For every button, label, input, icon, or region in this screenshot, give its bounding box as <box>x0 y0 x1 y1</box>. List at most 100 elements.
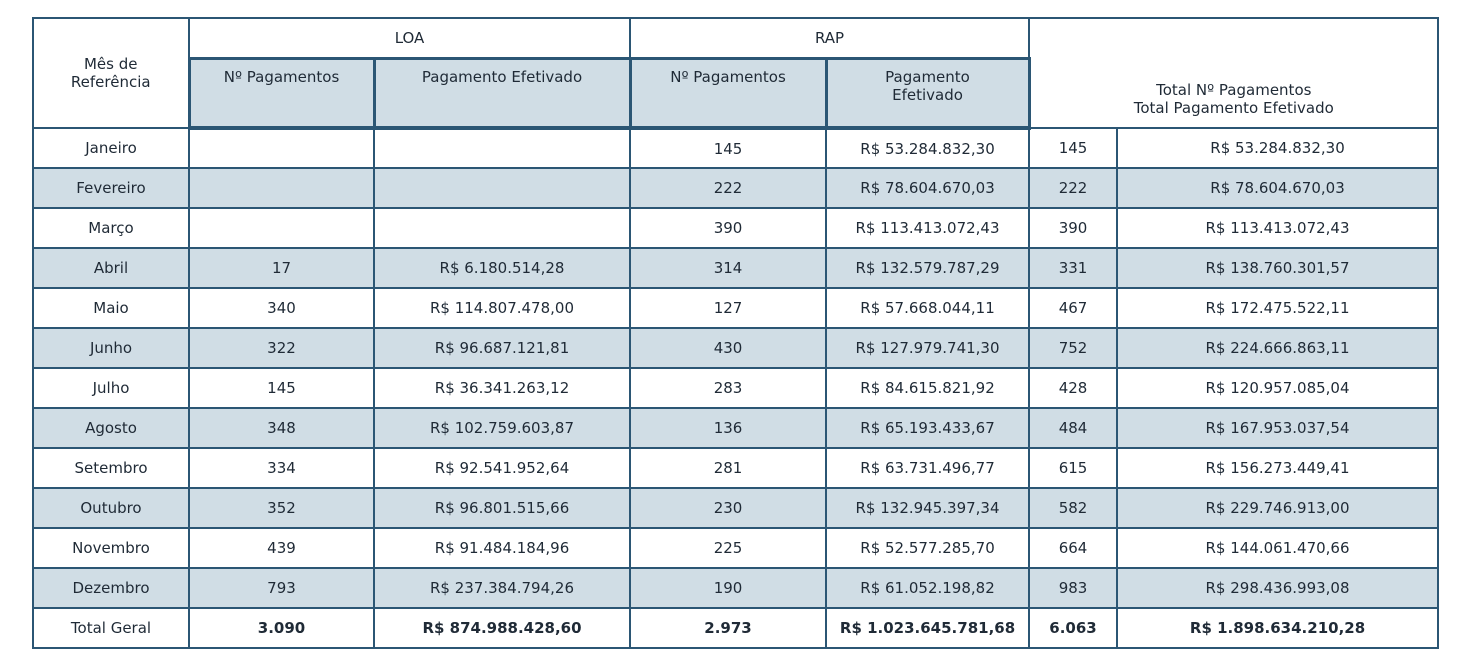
loa-count-cell: 145 <box>188 367 375 409</box>
rap-count-cell: 225 <box>629 527 828 569</box>
rap-paid-cell: R$ 57.668.044,11 <box>825 287 1031 329</box>
total-count-cell: 664 <box>1028 527 1119 569</box>
table-row: Dezembro 793 R$ 237.384.794,26 190 R$ 61… <box>32 567 1440 609</box>
month-cell: Outubro <box>32 487 190 529</box>
total-paid-cell: R$ 78.604.670,03 <box>1116 167 1440 209</box>
total-loa-paid-cell: R$ 874.988.428,60 <box>372 607 632 649</box>
rap-count-cell: 127 <box>629 287 828 329</box>
total-header: Total Nº Pagamentos Total Pagamento Efet… <box>1028 17 1440 129</box>
rap-count-cell: 281 <box>629 447 828 489</box>
loa-paid-cell: R$ 96.801.515,66 <box>372 487 632 529</box>
rap-paid-header-line-2: Efetivado <box>892 86 963 104</box>
rap-count-cell: 230 <box>629 487 828 529</box>
total-header-line-2: Total Pagamento Efetivado <box>1133 99 1334 117</box>
rap-count-header: Nº Pagamentos <box>628 57 828 130</box>
month-cell: Maio <box>32 287 190 329</box>
rap-count-cell: 283 <box>629 367 828 409</box>
table-row: Agosto 348 R$ 102.759.603,87 136 R$ 65.1… <box>32 407 1440 449</box>
month-cell: Março <box>32 207 190 249</box>
rap-paid-cell: R$ 127.979.741,30 <box>825 327 1031 369</box>
total-paid-cell: R$ 144.061.470,66 <box>1116 527 1440 569</box>
rap-paid-cell: R$ 84.615.821,92 <box>825 367 1031 409</box>
month-cell: Fevereiro <box>32 167 190 209</box>
payments-table: Mês de Referência LOA RAP Total Nº Pagam… <box>32 17 1440 649</box>
rap-count-cell: 430 <box>629 327 828 369</box>
month-cell: Junho <box>32 327 190 369</box>
total-paid-cell: R$ 229.746.913,00 <box>1116 487 1440 529</box>
total-paid-cell: R$ 138.760.301,57 <box>1116 247 1440 289</box>
rap-count-cell: 145 <box>629 127 828 169</box>
total-paid-cell: R$ 167.953.037,54 <box>1116 407 1440 449</box>
total-label-cell: Total Geral <box>32 607 190 649</box>
rap-paid-cell: R$ 65.193.433,67 <box>825 407 1031 449</box>
month-cell: Dezembro <box>32 567 190 609</box>
total-count-cell: 983 <box>1028 567 1119 609</box>
table-row: Fevereiro 222 R$ 78.604.670,03 222 R$ 78… <box>32 167 1440 209</box>
loa-paid-cell: R$ 36.341.263,12 <box>372 367 632 409</box>
loa-group-header: LOA <box>187 17 632 60</box>
rap-count-cell: 390 <box>629 207 828 249</box>
total-paid-cell: R$ 156.273.449,41 <box>1116 447 1440 489</box>
loa-count-cell: 340 <box>188 287 375 329</box>
rap-paid-cell: R$ 78.604.670,03 <box>825 167 1031 209</box>
rap-count-cell: 314 <box>629 247 828 289</box>
loa-paid-cell: R$ 91.484.184,96 <box>372 527 632 569</box>
total-count-cell: 467 <box>1028 287 1119 329</box>
rap-group-header: RAP <box>629 17 1031 60</box>
total-paid-cell: R$ 53.284.832,30 <box>1116 127 1440 169</box>
loa-count-cell: 17 <box>188 247 375 289</box>
table-row: Julho 145 R$ 36.341.263,12 283 R$ 84.615… <box>32 367 1440 409</box>
table-row: Maio 340 R$ 114.807.478,00 127 R$ 57.668… <box>32 287 1440 329</box>
total-rap-paid-cell: R$ 1.023.645.781,68 <box>825 607 1031 649</box>
month-cell: Agosto <box>32 407 190 449</box>
loa-count-cell: 352 <box>188 487 375 529</box>
loa-count-cell: 348 <box>188 407 375 449</box>
rap-paid-cell: R$ 132.945.397,34 <box>825 487 1031 529</box>
rap-paid-cell: R$ 63.731.496,77 <box>825 447 1031 489</box>
month-header-line-1: Mês de <box>83 55 138 73</box>
loa-count-cell <box>188 127 375 169</box>
loa-paid-header: Pagamento Efetivado <box>372 57 632 130</box>
loa-count-cell <box>188 207 375 249</box>
total-paid-cell: R$ 172.475.522,11 <box>1116 287 1440 329</box>
rap-paid-cell: R$ 53.284.832,30 <box>825 127 1031 169</box>
total-paid-cell: R$ 120.957.085,04 <box>1116 367 1440 409</box>
loa-count-cell: 334 <box>188 447 375 489</box>
table-row: Janeiro 145 R$ 53.284.832,30 145 R$ 53.2… <box>32 127 1440 169</box>
loa-paid-cell: R$ 6.180.514,28 <box>372 247 632 289</box>
total-count-cell: 222 <box>1028 167 1119 209</box>
total-count-cell: 582 <box>1028 487 1119 529</box>
month-cell: Julho <box>32 367 190 409</box>
loa-paid-cell: R$ 237.384.794,26 <box>372 567 632 609</box>
loa-paid-cell <box>372 167 632 209</box>
total-count-cell: 145 <box>1028 127 1119 169</box>
total-count-cell: 428 <box>1028 367 1119 409</box>
rap-paid-header-line-1: Pagamento <box>885 68 970 86</box>
loa-paid-cell: R$ 114.807.478,00 <box>372 287 632 329</box>
loa-paid-cell: R$ 102.759.603,87 <box>372 407 632 449</box>
total-count-cell: 331 <box>1028 247 1119 289</box>
month-header: Mês de Referência <box>32 17 190 129</box>
rap-paid-cell: R$ 61.052.198,82 <box>825 567 1031 609</box>
table-row: Junho 322 R$ 96.687.121,81 430 R$ 127.97… <box>32 327 1440 369</box>
month-cell: Novembro <box>32 527 190 569</box>
table-row: Setembro 334 R$ 92.541.952,64 281 R$ 63.… <box>32 447 1440 489</box>
loa-paid-cell: R$ 96.687.121,81 <box>372 327 632 369</box>
total-count-cell: 615 <box>1028 447 1119 489</box>
rap-count-cell: 136 <box>629 407 828 449</box>
total-paid-cell: R$ 298.436.993,08 <box>1116 567 1440 609</box>
rap-count-cell: 222 <box>629 167 828 209</box>
month-cell: Janeiro <box>32 127 190 169</box>
total-paid-cell: R$ 113.413.072,43 <box>1116 207 1440 249</box>
table-row: Novembro 439 R$ 91.484.184,96 225 R$ 52.… <box>32 527 1440 569</box>
total-rap-count-cell: 2.973 <box>629 607 828 649</box>
rap-paid-cell: R$ 52.577.285,70 <box>825 527 1031 569</box>
rap-count-cell: 190 <box>629 567 828 609</box>
rap-paid-cell: R$ 132.579.787,29 <box>825 247 1031 289</box>
loa-count-cell: 439 <box>188 527 375 569</box>
total-row: Total Geral 3.090 R$ 874.988.428,60 2.97… <box>32 607 1440 649</box>
table-row: Outubro 352 R$ 96.801.515,66 230 R$ 132.… <box>32 487 1440 529</box>
loa-paid-cell: R$ 92.541.952,64 <box>372 447 632 489</box>
total-loa-count-cell: 3.090 <box>188 607 375 649</box>
loa-count-cell <box>188 167 375 209</box>
